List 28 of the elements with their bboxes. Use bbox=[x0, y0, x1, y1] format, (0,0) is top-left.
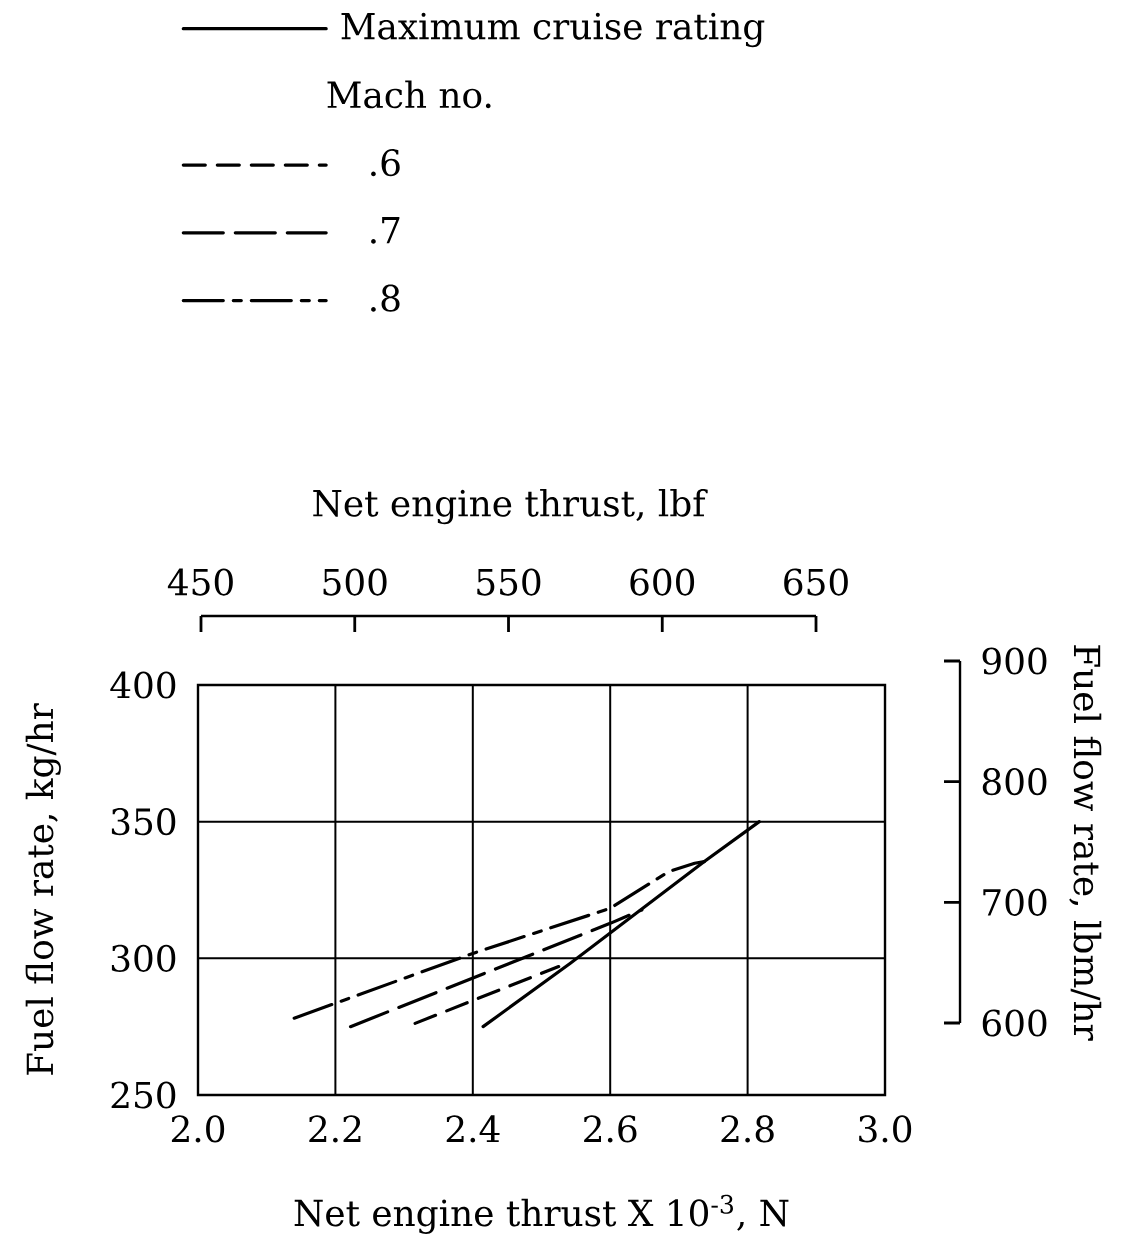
legend-label: .8 bbox=[371, 284, 400, 312]
y2-tick-label: 700 bbox=[983, 888, 1047, 916]
x-axis-title: Net engine thrust X 10$^{-3}$, N bbox=[294, 1194, 789, 1234]
x-tick-label: 2.0 bbox=[171, 1115, 225, 1143]
y2-axis-title: Fuel flow rate, lbm/hr bbox=[1069, 645, 1102, 1041]
x2-tick-label: 500 bbox=[323, 568, 387, 596]
x2-tick-label: 450 bbox=[167, 568, 233, 596]
x2-tick-label: 550 bbox=[477, 568, 541, 596]
y2-tick-label: 600 bbox=[982, 1009, 1047, 1037]
y-tick-label: 300 bbox=[111, 944, 176, 972]
legend-label: .7 bbox=[371, 217, 400, 244]
y-axis-title: Fuel flow rate, kg/hr bbox=[25, 703, 61, 1075]
x-tick-label: 3.0 bbox=[859, 1115, 912, 1143]
y-tick-label: 250 bbox=[111, 1081, 176, 1109]
x-tick-label: 2.4 bbox=[446, 1115, 500, 1143]
legend-label: .6 bbox=[371, 149, 400, 177]
x2-axis-title: Net engine thrust, lbf bbox=[313, 488, 708, 525]
legend-label: Maximum cruise rating bbox=[341, 12, 765, 48]
y2-tick-label: 800 bbox=[982, 768, 1047, 796]
y-tick-label: 400 bbox=[110, 671, 176, 699]
y2-tick-label: 900 bbox=[982, 647, 1047, 675]
x-tick-label: 2.2 bbox=[309, 1115, 361, 1143]
x2-tick-label: 600 bbox=[630, 568, 695, 596]
x-tick-label: 2.8 bbox=[721, 1115, 774, 1143]
y-tick-label: 350 bbox=[111, 808, 176, 836]
x-tick-label: 2.6 bbox=[584, 1115, 637, 1143]
legend-title: Mach no. bbox=[327, 80, 491, 109]
x2-tick-label: 650 bbox=[784, 568, 848, 596]
